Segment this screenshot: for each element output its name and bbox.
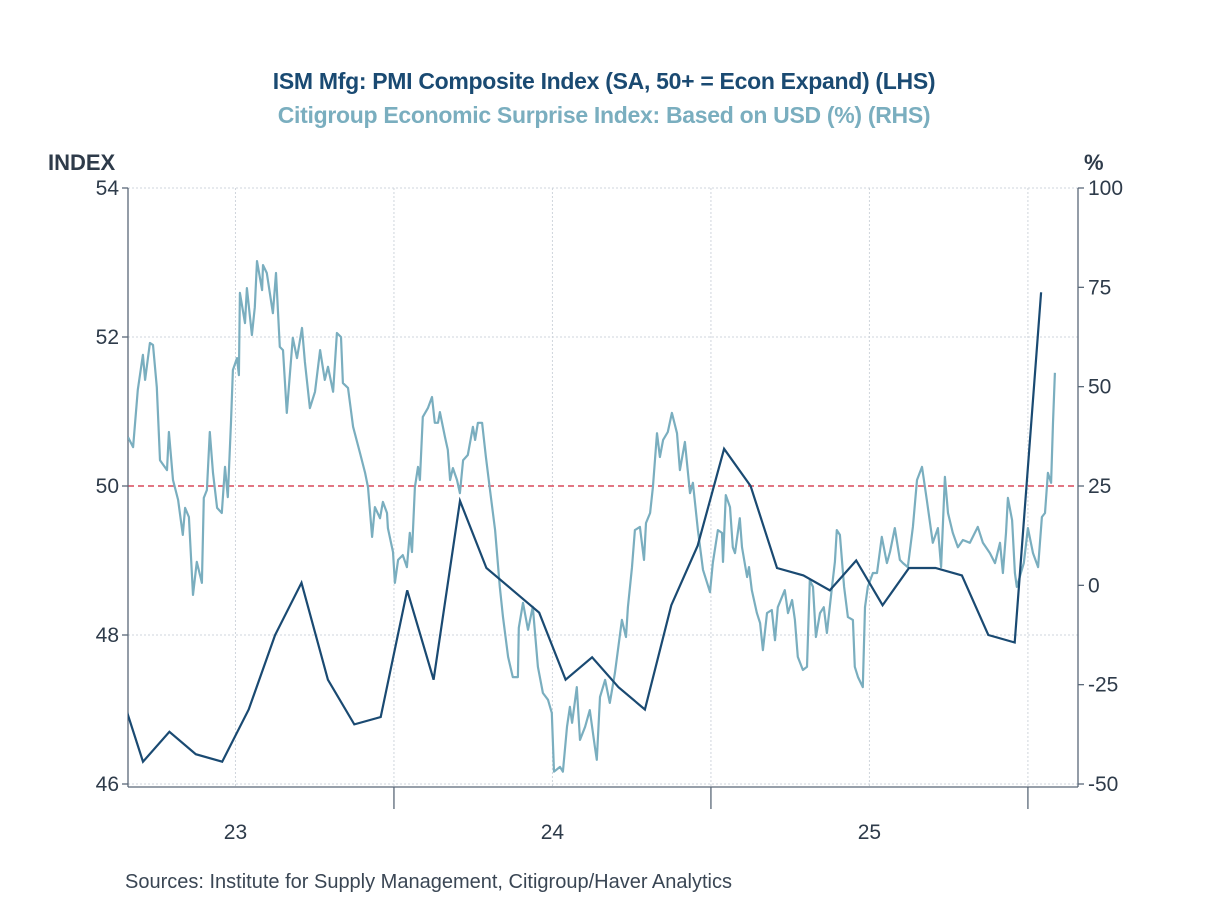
x-axis-tick-label: 23 <box>224 821 247 844</box>
right-axis-tick-label: 50 <box>1088 376 1111 399</box>
right-axis-tick-label: 75 <box>1088 276 1111 299</box>
left-axis-label: INDEX <box>48 150 116 175</box>
right-axis-tick-label: 0 <box>1088 574 1100 597</box>
ism-pmi-line <box>128 292 1043 764</box>
chart-subtitle: Citigroup Economic Surprise Index: Based… <box>277 102 931 128</box>
chart-title: ISM Mfg: PMI Composite Index (SA, 50+ = … <box>272 68 936 94</box>
citi-surprise-index-line <box>128 260 1056 773</box>
right-axis-label: % <box>1084 150 1104 175</box>
x-axis-tick-label: 24 <box>541 821 565 844</box>
series-group <box>128 260 1056 773</box>
right-axis-tick-label: 25 <box>1088 475 1111 498</box>
left-axis-tick-label: 46 <box>96 773 119 796</box>
source-note: Sources: Institute for Supply Management… <box>125 871 732 893</box>
left-axis-tick-label: 48 <box>96 624 119 647</box>
right-axis-tick-label: -25 <box>1088 674 1118 697</box>
right-axis-tick-label: -50 <box>1088 773 1118 796</box>
right-axis-tick-label: 100 <box>1088 177 1123 200</box>
x-axis-tick-label: 25 <box>858 821 881 844</box>
left-axis-tick-label: 52 <box>96 326 119 349</box>
left-axis-tick-label: 50 <box>96 475 119 498</box>
left-axis-tick-label: 54 <box>96 177 120 200</box>
